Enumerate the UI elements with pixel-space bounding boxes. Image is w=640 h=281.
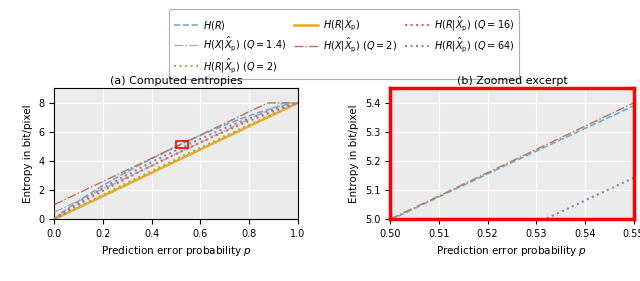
Y-axis label: Entropy in bit/pixel: Entropy in bit/pixel [349, 105, 360, 203]
Title: (b) Zoomed excerpt: (b) Zoomed excerpt [456, 76, 567, 86]
X-axis label: Prediction error probability $p$: Prediction error probability $p$ [100, 244, 252, 259]
Y-axis label: Entropy in bit/pixel: Entropy in bit/pixel [23, 105, 33, 203]
X-axis label: Prediction error probability $p$: Prediction error probability $p$ [436, 244, 588, 259]
Title: (a) Computed entropies: (a) Computed entropies [109, 76, 243, 86]
Legend: $H(R)$, $H(X|\hat{X}_\mathrm{p})\ (Q=1.4)$, $H(R|\hat{X}_\mathrm{p})\ (Q=2)$, $H: $H(R)$, $H(X|\hat{X}_\mathrm{p})\ (Q=1.4… [169, 9, 519, 80]
Bar [176, 141, 188, 148]
